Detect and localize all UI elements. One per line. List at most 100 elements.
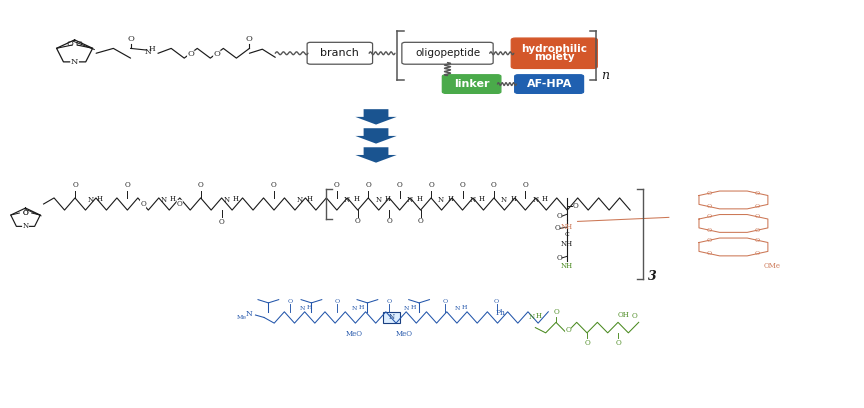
Text: O: O	[555, 224, 561, 232]
Text: O: O	[124, 182, 130, 189]
Text: N: N	[161, 196, 167, 204]
Text: O: O	[707, 228, 712, 233]
Text: N: N	[532, 196, 538, 204]
Text: NH: NH	[562, 240, 574, 248]
Text: N: N	[501, 196, 507, 204]
Text: N: N	[407, 196, 413, 204]
Bar	[383, 312, 400, 323]
Text: linker: linker	[454, 79, 489, 89]
Text: O: O	[127, 35, 134, 43]
Text: N: N	[438, 196, 444, 204]
Text: O: O	[553, 308, 559, 316]
Text: O: O	[615, 339, 621, 347]
Text: O: O	[386, 299, 391, 304]
Text: NH: NH	[562, 223, 574, 231]
Text: H: H	[536, 312, 542, 320]
Text: OMe: OMe	[764, 262, 780, 271]
Text: O: O	[755, 228, 760, 233]
Text: H: H	[479, 195, 485, 203]
Text: branch: branch	[321, 48, 359, 58]
Text: O: O	[442, 299, 448, 304]
Text: O: O	[22, 209, 29, 217]
Text: H: H	[410, 305, 416, 310]
Text: N: N	[344, 196, 350, 204]
Text: O: O	[632, 312, 638, 320]
Text: hydrophilic: hydrophilic	[521, 44, 588, 54]
Text: H: H	[542, 195, 548, 203]
Text: O: O	[246, 35, 253, 43]
Text: Ph: Ph	[496, 309, 506, 317]
Text: O: O	[460, 182, 466, 189]
Text: O: O	[271, 182, 276, 189]
Text: H: H	[149, 45, 156, 53]
Text: O: O	[418, 217, 423, 225]
Text: n: n	[600, 69, 609, 82]
Text: H: H	[448, 195, 454, 203]
FancyBboxPatch shape	[515, 75, 583, 93]
Text: moiety: moiety	[534, 52, 575, 62]
Text: O: O	[573, 202, 578, 210]
Text: O: O	[213, 51, 220, 58]
Text: O: O	[334, 182, 340, 189]
Text: N: N	[144, 48, 151, 56]
Text: C: C	[565, 232, 569, 237]
Text: O: O	[75, 40, 82, 48]
FancyBboxPatch shape	[402, 42, 493, 64]
Text: O: O	[707, 238, 712, 243]
Text: MeO: MeO	[346, 330, 363, 337]
Text: H: H	[511, 195, 517, 203]
Text: O: O	[707, 191, 712, 196]
Text: O: O	[556, 254, 562, 262]
Text: O: O	[556, 212, 562, 220]
Text: O: O	[707, 204, 712, 209]
Text: N: N	[375, 196, 381, 204]
Text: MeO: MeO	[396, 330, 413, 337]
Text: O: O	[523, 182, 528, 189]
Polygon shape	[355, 128, 397, 144]
Text: O: O	[755, 238, 760, 243]
Text: O: O	[177, 200, 182, 208]
Text: N: N	[352, 306, 357, 311]
Text: O: O	[491, 182, 497, 189]
Text: O: O	[397, 182, 403, 189]
Polygon shape	[355, 109, 397, 124]
Text: Me: Me	[237, 315, 246, 319]
Text: N: N	[469, 196, 476, 204]
Text: O: O	[755, 204, 760, 209]
Text: H: H	[97, 195, 103, 203]
Text: N: N	[224, 196, 230, 204]
Text: N: N	[455, 306, 461, 311]
Text: O: O	[288, 299, 292, 304]
Text: O: O	[72, 182, 78, 189]
Text: H: H	[233, 195, 239, 203]
Text: O: O	[565, 326, 571, 334]
Text: O: O	[707, 251, 712, 256]
Polygon shape	[355, 147, 397, 163]
Text: H: H	[359, 305, 364, 310]
Text: N: N	[403, 306, 409, 311]
Text: N: N	[245, 310, 252, 318]
Text: O: O	[334, 299, 340, 304]
Text: O: O	[187, 51, 194, 58]
Text: O: O	[755, 251, 760, 256]
FancyBboxPatch shape	[442, 75, 501, 93]
Text: O: O	[755, 214, 760, 219]
Text: H: H	[416, 195, 422, 203]
Text: N: N	[300, 306, 306, 311]
Text: O: O	[22, 209, 29, 217]
Text: NH: NH	[562, 262, 574, 270]
Text: O: O	[584, 339, 590, 347]
Text: O: O	[67, 40, 73, 48]
Text: H: H	[170, 195, 176, 203]
Text: N: N	[296, 196, 303, 204]
Text: O: O	[429, 182, 434, 189]
Text: O: O	[707, 214, 712, 219]
Text: N: N	[22, 222, 29, 231]
Text: O: O	[755, 191, 760, 196]
Text: 3: 3	[648, 271, 657, 284]
Text: oligopeptide: oligopeptide	[415, 48, 480, 58]
Text: H: H	[307, 305, 313, 310]
Text: N: N	[87, 196, 93, 204]
Text: O: O	[365, 182, 372, 189]
Text: H: H	[462, 305, 467, 310]
